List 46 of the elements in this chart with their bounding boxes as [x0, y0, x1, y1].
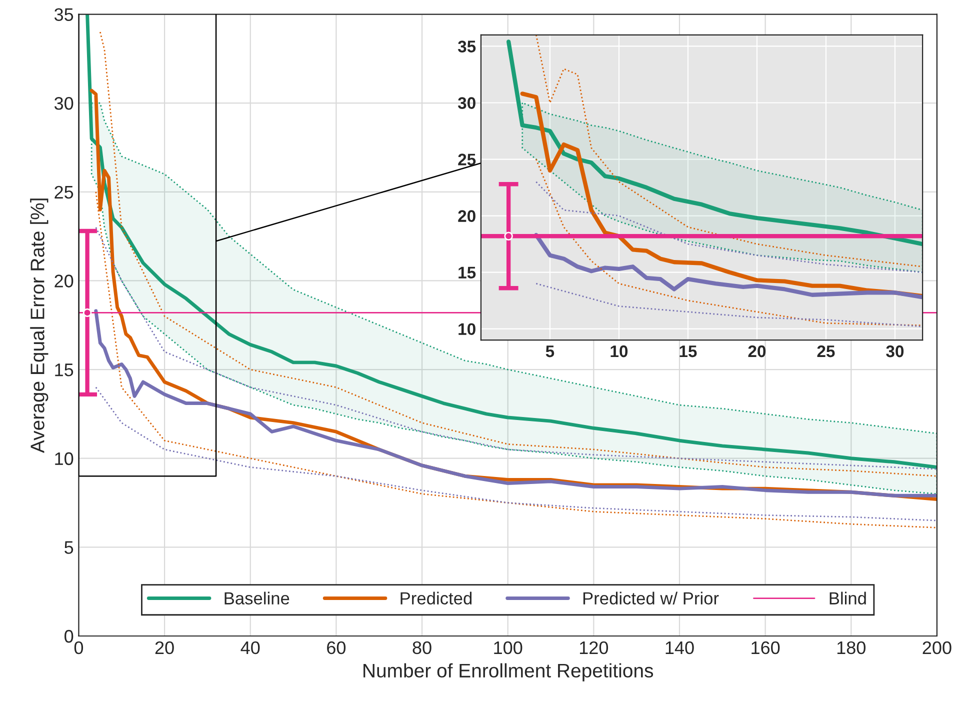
- x-tick-label: 20: [748, 345, 766, 358]
- line-series: [535, 34, 923, 268]
- x-tick-label: 100: [494, 641, 522, 654]
- line-series: [535, 158, 923, 326]
- x-tick-label: 120: [580, 641, 608, 654]
- x-tick-label: 10: [610, 345, 628, 358]
- line-series: [535, 181, 923, 273]
- x-tick-label: 15: [680, 346, 697, 358]
- x-tick-label: 60: [327, 641, 346, 654]
- x-tick-label: 200: [922, 641, 952, 654]
- y-tick-label: 0: [64, 630, 74, 643]
- y-tick-label: 5: [64, 541, 74, 554]
- x-axis-title: Number of Enrollment Repetitions: [364, 663, 654, 682]
- line-series: [94, 309, 937, 498]
- x-tick-label: 25: [817, 345, 835, 358]
- y-tick-label: 25: [54, 186, 74, 199]
- y-tick-label: 10: [55, 452, 74, 466]
- x-tick-label: 30: [886, 345, 904, 358]
- x-tick-label: 0: [74, 641, 84, 654]
- y-tick-label: 20: [54, 274, 74, 288]
- y-tick-label: 25: [458, 154, 476, 166]
- line-series: [95, 386, 937, 522]
- line-series: [534, 232, 923, 300]
- line-series: [506, 40, 923, 246]
- legend-label: Predicted: [400, 592, 472, 605]
- x-tick-label: 80: [412, 641, 432, 654]
- legend-label: Blind: [830, 592, 866, 605]
- y-tick-label: 10: [458, 323, 476, 335]
- y-tick-label: 30: [458, 97, 476, 109]
- y-tick-label: 35: [54, 8, 74, 21]
- line-series: [535, 282, 923, 328]
- x-tick-label: 160: [752, 641, 780, 654]
- line-series: [95, 226, 937, 470]
- y-tick-label: 20: [458, 210, 476, 222]
- y-tick-label: 30: [54, 97, 74, 110]
- x-tick-label: 5: [546, 346, 554, 358]
- y-tick-label: 15: [458, 266, 476, 278]
- y-tick-label: 15: [55, 364, 74, 376]
- x-tick-label: 140: [666, 641, 694, 654]
- y-axis-title: Average Equal Error Rate [%]: [30, 198, 48, 453]
- y-tick-label: 35: [458, 40, 476, 52]
- legend-label: Predicted w/ Prior: [583, 592, 719, 605]
- x-tick-label: 20: [155, 641, 174, 654]
- legend-label: Baseline: [224, 592, 290, 605]
- x-tick-label: 180: [837, 641, 866, 654]
- x-tick-label: 40: [240, 641, 260, 654]
